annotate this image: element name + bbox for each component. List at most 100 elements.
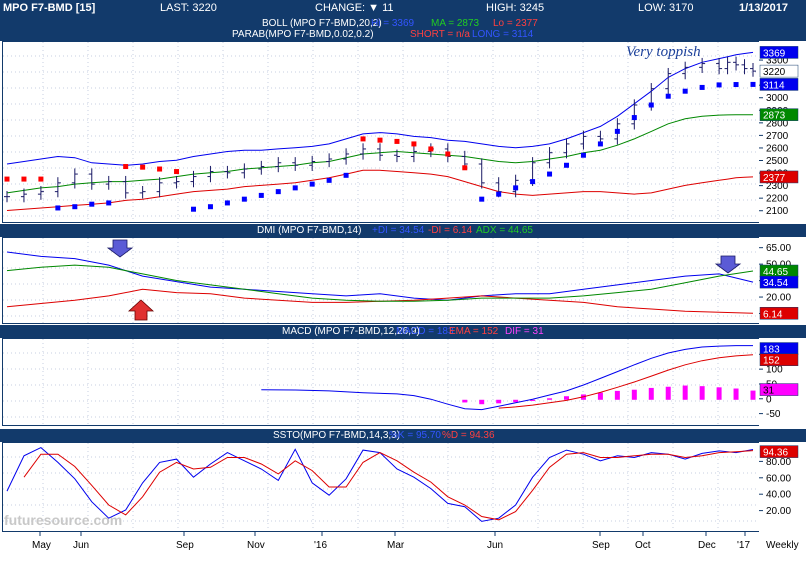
sar-long-dot: [530, 179, 536, 185]
price-chart: [3, 42, 759, 222]
sar-long-dot: [326, 177, 332, 183]
sar-long-dot: [564, 162, 569, 168]
dmi-tag-adx: 44.65: [763, 267, 788, 278]
macd-histogram-bar: [716, 387, 722, 400]
sar-long-dot: [750, 81, 756, 87]
dmi-adx-label: ADX = 44.65: [476, 225, 533, 236]
x-axis-label: '16: [314, 540, 327, 551]
macd-histogram-bar: [530, 399, 536, 401]
x-axis-label: Dec: [698, 540, 716, 551]
macd-histogram-bar: [547, 398, 553, 400]
ssto-d-label: %D = 94.36: [442, 430, 495, 441]
sar-short-dot: [428, 146, 434, 152]
parab-title: PARAB(MPO F7-BMD,0.02,0.2): [232, 29, 374, 40]
macd-histogram-bar: [631, 389, 637, 400]
sar-long-dot: [258, 192, 264, 198]
dmi-adx-line: [6, 264, 754, 302]
sar-long-dot: [224, 200, 230, 206]
sar-long-dot: [682, 88, 688, 94]
dmi-tag-minus: 6.14: [763, 309, 783, 320]
parab-long-label: LONG = 3114: [472, 29, 534, 40]
axis-tick-label: 60.00: [766, 473, 791, 484]
sar-long-dot: [513, 185, 519, 191]
ssto-chart: [3, 443, 759, 531]
boll-hi-label: Hi = 3369: [371, 18, 415, 29]
macd-tag-dif: 31: [763, 386, 775, 397]
sar-short-dot: [4, 176, 10, 182]
sar-long-dot: [191, 206, 196, 212]
sar-long-dot: [631, 115, 637, 121]
sar-long-dot: [665, 93, 671, 99]
macd-panel: [2, 338, 760, 426]
axis-tick-label: 40.00: [766, 490, 791, 501]
dmi-plus-line: [6, 251, 754, 301]
high-value: HIGH: 3245: [486, 2, 545, 14]
sar-short-dot: [21, 176, 27, 182]
sar-long-dot: [89, 201, 95, 207]
macd-line: [261, 345, 753, 411]
quote-date: 1/13/2017: [739, 2, 788, 14]
quote-header: MPO F7-BMD [15] LAST: 3220 CHANGE: ▼ 11 …: [0, 0, 806, 17]
sar-long-dot: [343, 172, 349, 178]
symbol-label: MPO F7-BMD [15]: [3, 2, 96, 14]
macd-histogram-bar: [564, 396, 569, 400]
price-tag-ma: 2873: [763, 111, 786, 122]
axis-tick-label: 20.00: [766, 506, 791, 517]
price-tag-last-box: [759, 64, 799, 78]
x-axis-label: Oct: [635, 540, 651, 551]
macd-title-bar: MACD (MPO F7-BMD,12,26,9) MACD = 183 EMA…: [0, 325, 806, 338]
axis-tick-label: -50: [766, 409, 781, 420]
sar-long-dot: [699, 84, 705, 90]
x-axis-label: Nov: [247, 540, 265, 551]
x-axis-label: Jun: [487, 540, 503, 551]
sar-short-dot: [462, 165, 468, 171]
axis-tick-label: 2300: [766, 181, 789, 192]
sar-long-dot: [580, 152, 586, 158]
price-tag-ma-box: [759, 108, 799, 121]
sar-long-dot: [309, 181, 315, 187]
axis-tick-label: 2700: [766, 131, 789, 142]
axis-tick-label: 80.00: [766, 457, 791, 468]
dmi-chart: [3, 238, 759, 323]
ssto-tag-d-box: [759, 445, 799, 458]
macd-title: MACD (MPO F7-BMD,12,26,9): [282, 326, 420, 337]
grid: [3, 42, 759, 222]
sar-short-dot: [157, 166, 163, 172]
axis-tick-label: 2500: [766, 156, 789, 167]
dmi-title: DMI (MPO F7-BMD,14): [257, 225, 362, 236]
axis-tick-label: 2100: [766, 206, 789, 217]
sar-long-dot: [614, 128, 620, 134]
boll-lo-label: Lo = 2377: [493, 18, 538, 29]
ssto-d-line: [23, 450, 754, 521]
sar-short-dot: [174, 169, 180, 175]
macd-dif-label: DIF = 31: [505, 326, 544, 337]
dmi-tag-plus-box: [759, 275, 799, 289]
axis-tick-label: 100: [766, 365, 783, 376]
sar-long-dot: [733, 82, 739, 88]
sar-short-dot: [411, 141, 417, 147]
macd-histogram-bar: [699, 386, 705, 400]
sar-long-dot: [292, 185, 298, 191]
macd-histogram-bar: [750, 390, 756, 400]
x-axis-label: Sep: [176, 540, 194, 551]
change-value: CHANGE: ▼ 11: [315, 2, 394, 14]
sar-short-dot: [445, 151, 451, 157]
boll-title-bar: BOLL (MPO F7-BMD,20,2) Hi = 3369 MA = 28…: [0, 17, 806, 30]
up-arrow-icon: [127, 299, 155, 321]
sar-long-dot: [479, 196, 485, 202]
x-axis: May Jun Sep Nov '16 Mar Jun Sep Oct Dec '17 Weekly: [0, 532, 806, 556]
sar-short-dot: [360, 136, 366, 142]
price-tag-hi: 3369: [763, 48, 786, 59]
price-tag-lo: 2377: [763, 173, 786, 184]
ssto-k-line: [6, 447, 754, 522]
x-axis-label: Jun: [73, 540, 89, 551]
dmi-title-bar: DMI (MPO F7-BMD,14) +DI = 34.54 -DI = 6.…: [0, 224, 806, 237]
macd-histogram-bar: [479, 399, 485, 405]
x-axis-label: Weekly: [766, 540, 799, 551]
price-tag-parab-box: [759, 78, 799, 91]
macd-histogram-bar: [496, 399, 502, 404]
dmi-panel: [2, 237, 760, 324]
down-arrow-icon: [106, 239, 134, 258]
